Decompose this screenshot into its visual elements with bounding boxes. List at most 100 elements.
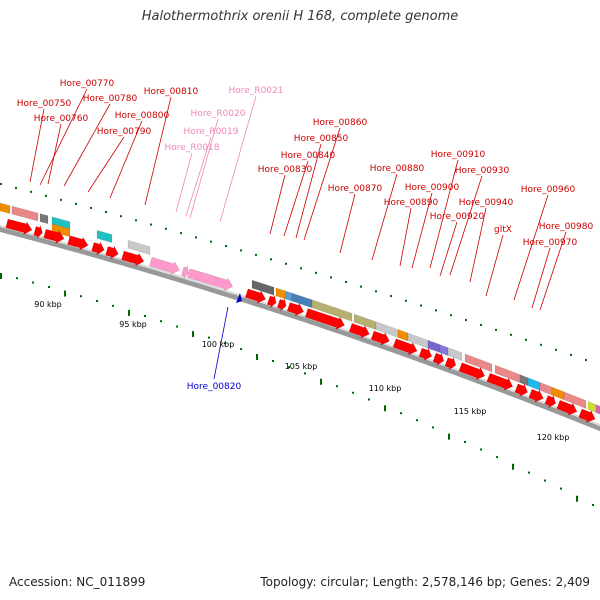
cog-block [527, 377, 541, 391]
ruler-tick [240, 348, 242, 351]
leader-line [439, 221, 458, 277]
leader-line [47, 123, 62, 185]
map-title: Halothermothrix orenii H 168, complete g… [141, 9, 459, 24]
leader-line [189, 118, 219, 219]
leader-line [303, 127, 341, 241]
cog-block [447, 347, 463, 362]
ruler-tick [320, 378, 322, 385]
leader-line [469, 207, 487, 283]
leader-line [539, 231, 567, 311]
ruler-tick [48, 285, 50, 288]
cds-arrow [528, 388, 544, 403]
ruler-tick [512, 463, 514, 470]
ring-dot [540, 343, 542, 346]
leader-line [109, 120, 143, 199]
ruler-label: 120 kbp [537, 433, 570, 442]
leader-line [29, 108, 45, 183]
gene-label: Hore_R0019 [184, 127, 239, 137]
leader-line [185, 136, 212, 217]
leader-line [371, 173, 398, 261]
ruler-tick [160, 320, 162, 323]
leader-line [213, 306, 229, 380]
cds-arrow [392, 338, 418, 356]
feature-marker [236, 293, 242, 303]
cds-arrow [33, 224, 43, 239]
ring-dot [150, 223, 152, 226]
gene-label: Hore_00980 [539, 222, 594, 232]
ruler-label: 100 kbp [202, 340, 235, 349]
leader-line [411, 192, 433, 269]
gene-label: Hore_00880 [370, 164, 425, 174]
ring-dot [255, 253, 257, 256]
cog-block [39, 213, 49, 225]
cds-arrow [444, 356, 457, 371]
ring-dot [375, 290, 377, 293]
gene-label: Hore_00750 [17, 99, 72, 109]
ring-dot [525, 338, 527, 341]
gene-label: Hore_00940 [459, 198, 514, 208]
ruler-label: 115 kbp [454, 407, 487, 416]
ruler-tick [144, 315, 146, 318]
ruler-tick [576, 495, 578, 502]
gene-label: Hore_00820 [187, 382, 242, 392]
cds-arrow [286, 302, 305, 317]
gene-label: Hore_00780 [83, 94, 138, 104]
gene-label: Hore_00830 [258, 165, 313, 175]
ruler-tick [368, 398, 370, 401]
ruler-tick [288, 366, 290, 369]
cds-arrow [67, 235, 89, 251]
gene-label: Hore_00900 [405, 183, 460, 193]
leader-line [429, 159, 459, 269]
ring-dot [330, 276, 332, 279]
gene-label: Hore_00870 [328, 184, 383, 194]
ring-dot [210, 240, 212, 243]
gene-label: Hore_00970 [523, 238, 578, 248]
gene-label: Hore_00810 [144, 87, 199, 97]
cog-block [427, 339, 441, 353]
rrna-arrow [181, 265, 189, 279]
ruler-label: 90 kbp [34, 300, 62, 309]
cds-arrow [121, 250, 145, 267]
leader-line [449, 175, 483, 276]
cds-arrow [418, 347, 433, 361]
leader-line [39, 88, 88, 186]
cog-block [563, 391, 587, 409]
gene-label: Hore_00850 [294, 134, 349, 144]
ruler-tick [304, 372, 306, 375]
leader-line [295, 143, 322, 239]
ruler-tick [592, 504, 594, 507]
ruler-tick [272, 359, 274, 362]
cog-block [11, 205, 39, 222]
ruler-tick [400, 412, 402, 415]
ring-dot [270, 258, 272, 261]
ruler-tick [96, 299, 98, 302]
leader-line [485, 234, 504, 297]
ruler-tick [464, 441, 466, 444]
gene-label: Hore_00760 [34, 114, 89, 124]
cog-block [519, 374, 529, 387]
cog-block [551, 386, 565, 401]
cog-block [311, 299, 353, 322]
gene-label: Hore_00840 [281, 151, 336, 161]
cog-block [0, 202, 11, 214]
ring-dot [480, 323, 482, 326]
ring-dot [510, 333, 512, 336]
gene-label: Hore_00960 [521, 185, 576, 195]
gene-label: Hore_00920 [430, 212, 485, 222]
rrna-arrow [149, 256, 180, 275]
ring-dot [240, 249, 242, 252]
ruler-tick [32, 281, 34, 284]
ring-dot [300, 267, 302, 270]
gene-label: Hore_R0020 [191, 109, 246, 119]
ruler-tick [208, 336, 210, 339]
ring-dot [555, 348, 557, 351]
gene-label: Hore_00790 [97, 127, 152, 137]
cog-block [539, 382, 553, 396]
ruler-tick [480, 448, 482, 451]
ring-dot [0, 183, 2, 185]
ring-dot [90, 206, 92, 209]
ruler-label: 95 kbp [119, 320, 147, 329]
cog-block [397, 329, 409, 342]
cds-arrow [486, 372, 514, 391]
ruler-tick [112, 304, 114, 307]
